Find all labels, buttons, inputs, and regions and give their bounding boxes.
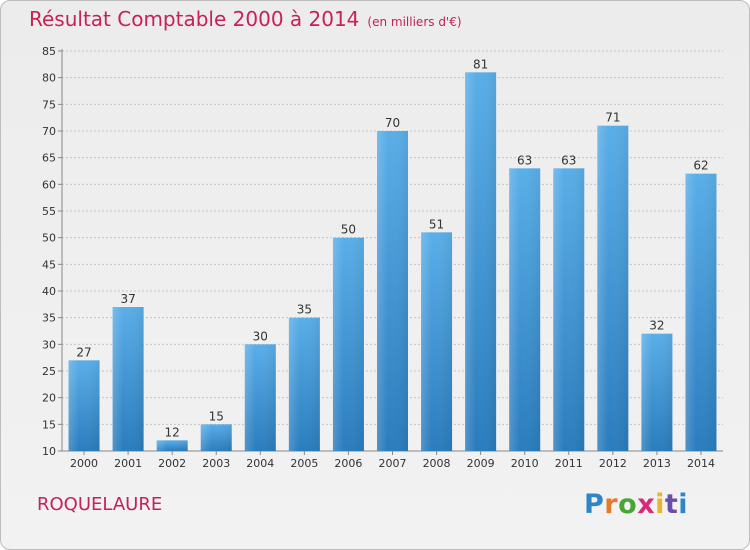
bar-shine	[465, 72, 497, 451]
bar-shine	[509, 168, 541, 452]
logo-letter: t	[664, 489, 679, 520]
x-tick-label: 2001	[114, 457, 142, 470]
bar-value-label: 51	[429, 217, 444, 231]
x-tick-label: 2007	[379, 457, 407, 470]
bar-value-label: 63	[517, 153, 532, 167]
bar-value-label: 32	[649, 319, 664, 333]
bar-value-label: 70	[385, 116, 400, 130]
x-tick-label: 2000	[70, 457, 98, 470]
bar-value-label: 35	[297, 303, 312, 317]
chart-subtitle: (en milliers d'€)	[367, 15, 462, 29]
logo-letter: P	[584, 489, 605, 520]
logo-letter: i	[655, 489, 665, 520]
bar-shine	[156, 440, 188, 451]
x-tick-label: 2009	[467, 457, 495, 470]
bar-shine	[377, 131, 408, 451]
x-tick-label: 2013	[643, 457, 671, 470]
y-tick-label: 50	[42, 232, 56, 245]
y-tick-label: 30	[42, 338, 56, 351]
commune-name: ROQUELAURE	[37, 494, 163, 515]
bar-value-label: 27	[76, 345, 91, 359]
axis-layer: 10 15 20 25 30 35 40 45 50 55 60 65 70 75 80 85	[42, 45, 723, 458]
logo-letter: i	[678, 489, 689, 520]
proxiti-logo[interactable]: Proxiti	[584, 489, 688, 520]
x-tick-label: 2003	[202, 457, 230, 470]
bar-shine	[244, 344, 276, 451]
x-tick-label: 2011	[555, 457, 583, 470]
bar-value-label: 63	[561, 153, 576, 167]
bar-shine	[597, 125, 629, 452]
bar-shine	[421, 232, 453, 451]
x-tick-label: 2010	[511, 457, 539, 470]
bar-shine	[553, 168, 585, 452]
bar-layer	[68, 72, 717, 452]
bar-value-label: 50	[341, 223, 356, 237]
bar-shine	[68, 360, 100, 451]
y-tick-label: 75	[42, 98, 56, 111]
y-tick-label: 85	[42, 45, 56, 58]
x-tick-label: 2004	[246, 457, 274, 470]
chart-title: Résultat Comptable 2000 à 2014 (en millie…	[29, 7, 462, 31]
y-tick-label: 20	[42, 392, 56, 405]
bar-value-label: 37	[120, 292, 135, 306]
bar-value-label: 15	[209, 409, 224, 423]
bar-value-label: 81	[473, 57, 488, 71]
y-tick-label: 55	[42, 205, 56, 218]
bar-shine	[288, 317, 320, 451]
logo-letter: x	[637, 489, 656, 520]
bar-value-label: 71	[605, 111, 620, 125]
bar-shine	[112, 307, 144, 451]
x-tick-label: 2002	[158, 457, 186, 470]
y-tick-label: 35	[42, 312, 56, 325]
label-layer: 27 2000 37 2001 12 2002 15 2003 30 2004 35 2005 50 20…	[70, 57, 715, 470]
x-tick-label: 2006	[334, 457, 362, 470]
y-tick-label: 60	[42, 178, 56, 191]
logo-letter: o	[618, 489, 638, 520]
y-tick-label: 15	[42, 418, 56, 431]
x-tick-label: 2008	[423, 457, 451, 470]
y-tick-label: 10	[42, 445, 56, 458]
y-tick-label: 40	[42, 285, 56, 298]
y-tick-label: 25	[42, 365, 56, 378]
chart-title-text: Résultat Comptable 2000 à 2014	[29, 7, 360, 31]
y-tick-label: 80	[42, 72, 56, 85]
bar-shine	[641, 333, 673, 451]
bar-shine	[332, 237, 364, 451]
bar-value-label: 62	[693, 159, 708, 173]
x-tick-label: 2012	[599, 457, 627, 470]
y-tick-label: 45	[42, 258, 56, 271]
y-tick-label: 70	[42, 125, 56, 138]
bar-value-label: 30	[253, 329, 268, 343]
bar-shine	[685, 173, 717, 451]
bar-shine	[200, 424, 232, 451]
x-tick-label: 2005	[290, 457, 318, 470]
x-tick-label: 2014	[687, 457, 715, 470]
y-tick-label: 65	[42, 152, 56, 165]
logo-letter: r	[604, 489, 619, 520]
bar-value-label: 12	[165, 425, 180, 439]
